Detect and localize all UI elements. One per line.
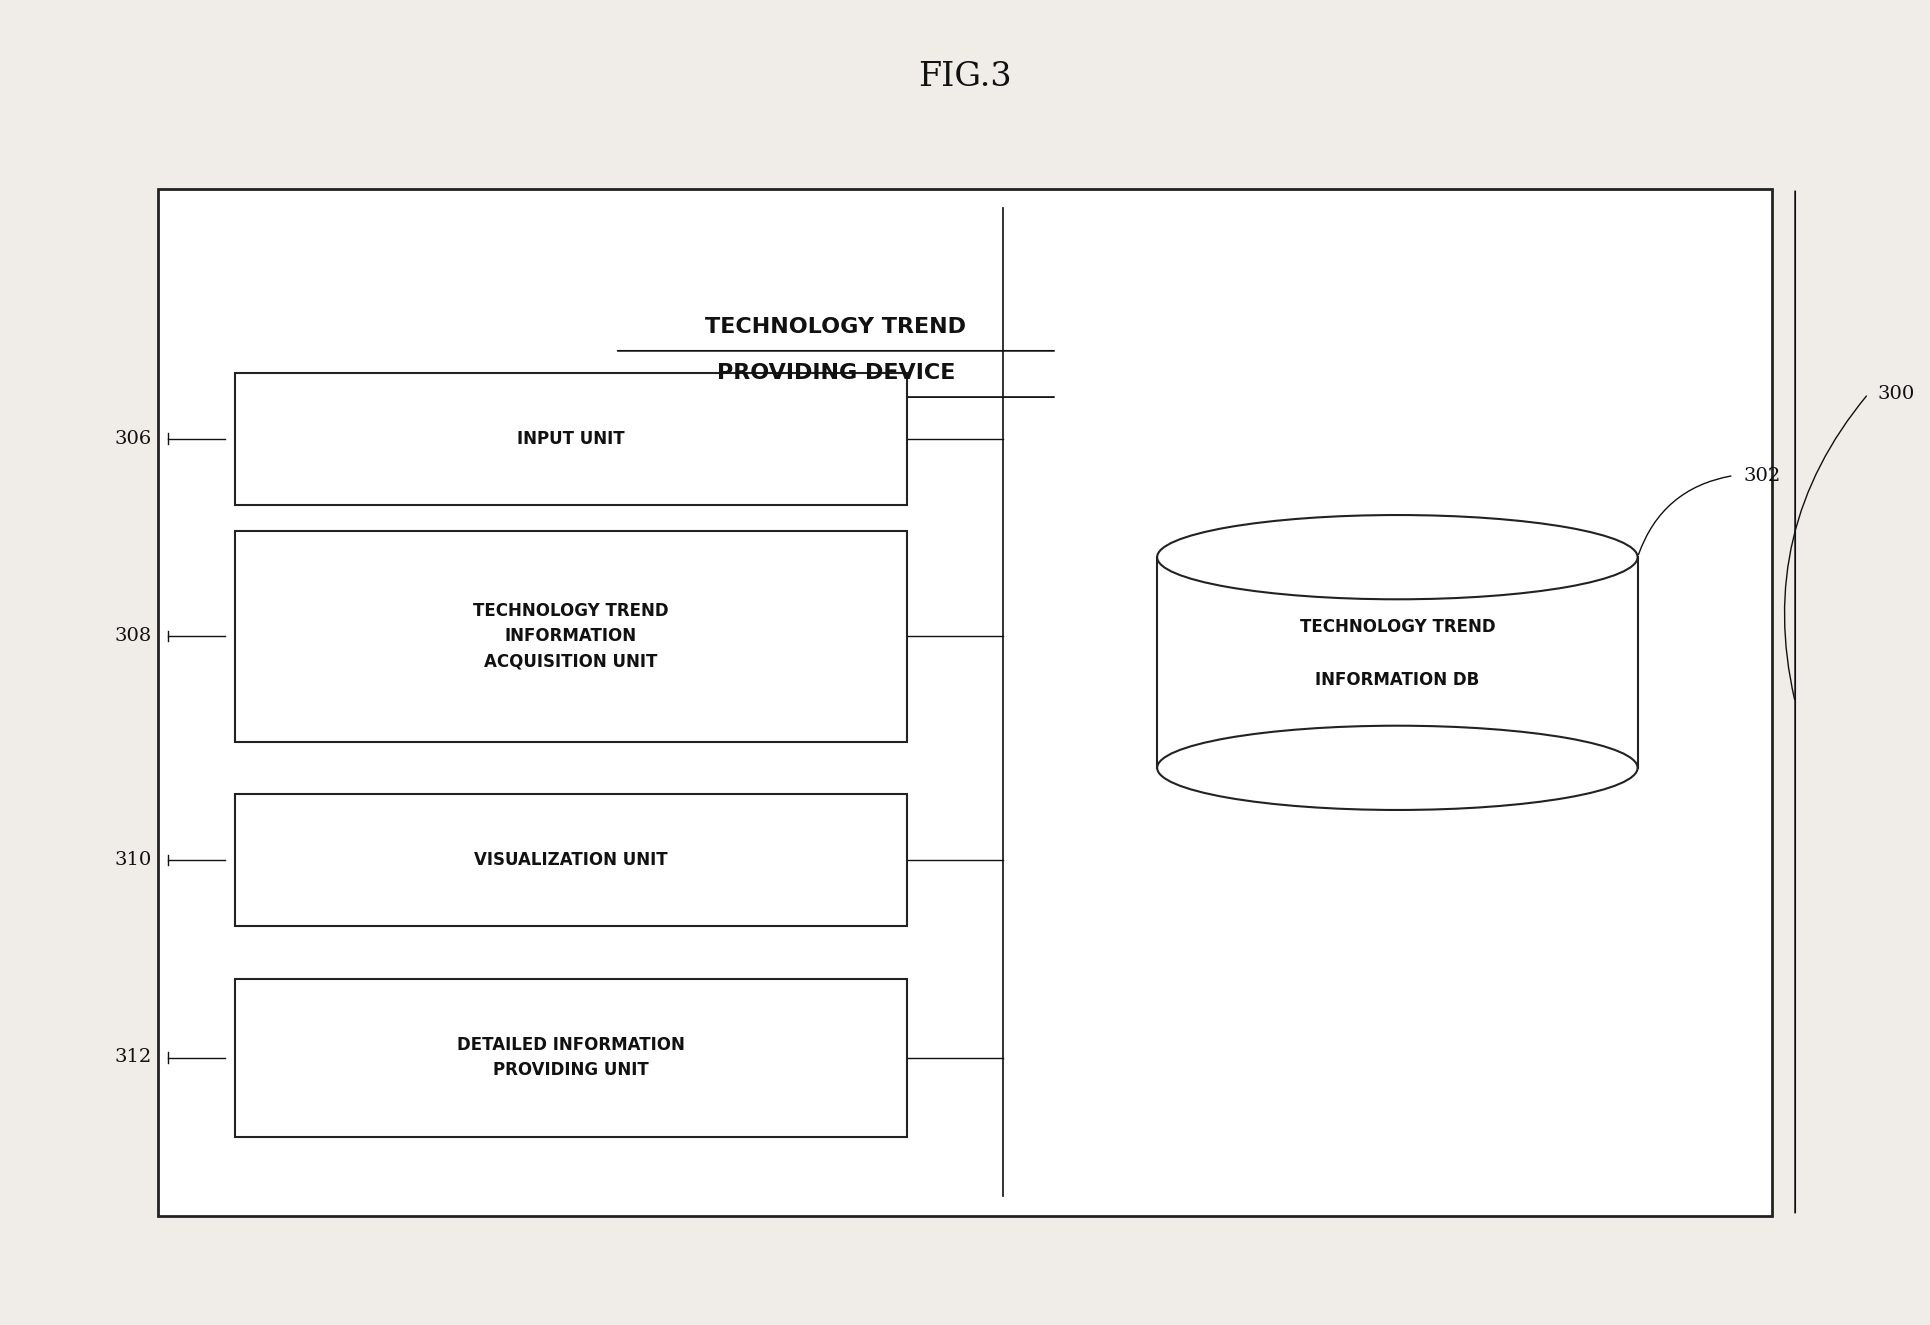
Text: DETAILED INFORMATION
PROVIDING UNIT: DETAILED INFORMATION PROVIDING UNIT [457, 1036, 685, 1079]
Text: INFORMATION DB: INFORMATION DB [1314, 670, 1480, 689]
Text: INPUT UNIT: INPUT UNIT [517, 429, 625, 448]
Text: 308: 308 [116, 627, 152, 645]
Text: VISUALIZATION UNIT: VISUALIZATION UNIT [475, 851, 668, 869]
Text: 300: 300 [1878, 384, 1915, 403]
FancyBboxPatch shape [235, 531, 907, 742]
Text: 312: 312 [116, 1048, 152, 1067]
FancyBboxPatch shape [235, 794, 907, 926]
Bar [1158, 558, 1637, 767]
Ellipse shape [1158, 515, 1637, 599]
Text: 310: 310 [116, 851, 152, 869]
Text: TECHNOLOGY TREND: TECHNOLOGY TREND [1299, 617, 1496, 636]
Text: 306: 306 [116, 429, 152, 448]
Text: TECHNOLOGY TREND
INFORMATION
ACQUISITION UNIT: TECHNOLOGY TREND INFORMATION ACQUISITION… [473, 602, 670, 670]
Text: PROVIDING DEVICE: PROVIDING DEVICE [716, 363, 955, 383]
Text: TECHNOLOGY TREND: TECHNOLOGY TREND [704, 317, 967, 337]
Text: FIG.3: FIG.3 [919, 61, 1011, 93]
FancyBboxPatch shape [235, 978, 907, 1137]
FancyBboxPatch shape [235, 372, 907, 505]
FancyBboxPatch shape [158, 188, 1772, 1215]
Text: 302: 302 [1743, 466, 1781, 485]
Ellipse shape [1158, 726, 1637, 810]
